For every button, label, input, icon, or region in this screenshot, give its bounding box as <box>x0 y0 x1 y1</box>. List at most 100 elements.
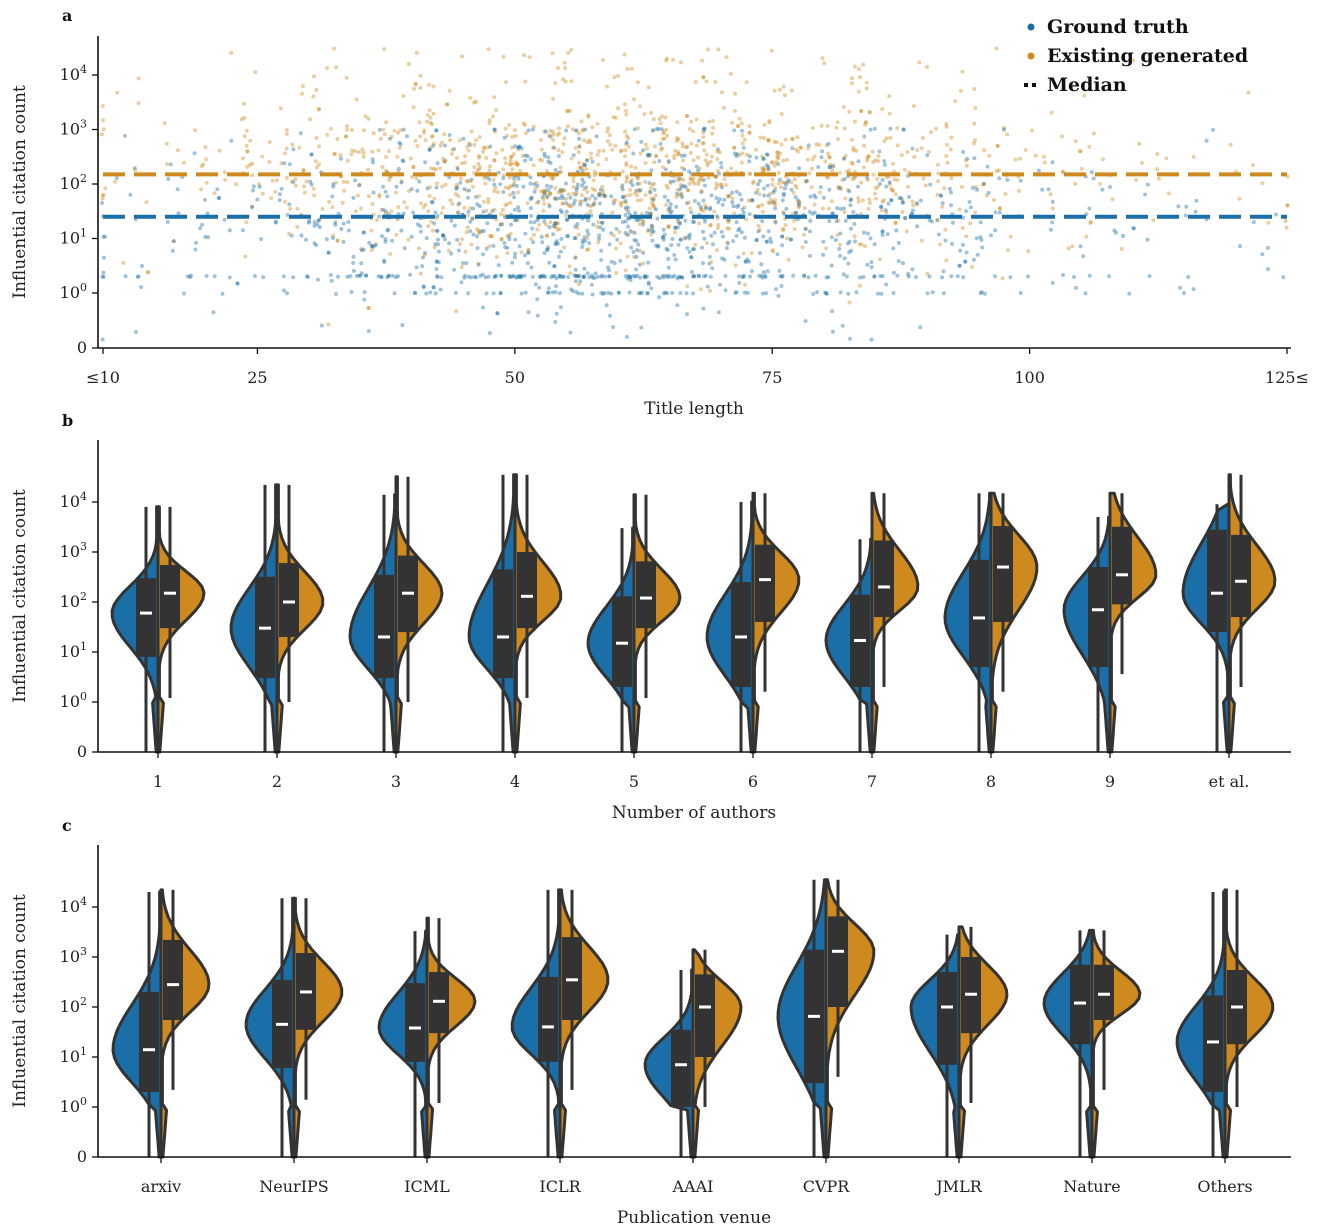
point-ground-truth <box>880 274 885 279</box>
point-ground-truth <box>736 203 741 208</box>
point-ground-truth <box>370 160 375 165</box>
point-ground-truth <box>979 290 984 295</box>
point-ground-truth <box>737 226 742 231</box>
point-existing-generated <box>245 164 250 169</box>
point-ground-truth <box>495 311 500 316</box>
point-existing-generated <box>688 150 693 155</box>
point-ground-truth <box>474 195 479 199</box>
point-ground-truth <box>362 297 367 302</box>
point-existing-generated <box>971 141 976 146</box>
point-ground-truth <box>546 290 551 295</box>
point-ground-truth <box>573 236 578 240</box>
point-ground-truth <box>432 221 437 226</box>
point-existing-generated <box>887 111 892 116</box>
point-existing-generated <box>646 85 651 90</box>
point-existing-generated <box>378 136 383 141</box>
point-existing-generated <box>417 120 422 125</box>
point-existing-generated <box>293 177 298 182</box>
point-ground-truth <box>379 275 384 280</box>
point-ground-truth <box>635 181 640 186</box>
point-ground-truth <box>698 205 703 210</box>
point-existing-generated <box>843 153 848 158</box>
point-ground-truth <box>367 240 372 245</box>
point-ground-truth <box>417 179 422 184</box>
point-existing-generated <box>382 47 387 52</box>
point-ground-truth <box>703 273 708 278</box>
point-ground-truth <box>235 281 240 286</box>
point-ground-truth <box>782 186 787 191</box>
point-existing-generated <box>395 154 400 159</box>
point-ground-truth <box>582 266 587 271</box>
point-existing-generated <box>557 126 561 131</box>
point-existing-generated <box>730 120 734 125</box>
point-existing-generated <box>688 176 693 181</box>
point-ground-truth <box>955 274 960 279</box>
point-ground-truth <box>717 171 722 176</box>
point-ground-truth <box>673 257 678 262</box>
point-ground-truth <box>359 248 364 253</box>
point-existing-generated <box>744 217 749 222</box>
point-ground-truth <box>513 144 518 149</box>
point-existing-generated <box>823 159 828 164</box>
point-existing-generated <box>742 282 747 287</box>
point-ground-truth <box>964 209 968 214</box>
point-ground-truth <box>731 204 736 209</box>
point-ground-truth <box>638 291 643 296</box>
point-existing-generated <box>798 145 803 150</box>
point-existing-generated <box>722 177 727 182</box>
point-existing-generated <box>807 171 812 176</box>
point-ground-truth <box>935 217 940 222</box>
point-existing-generated <box>144 200 149 205</box>
point-existing-generated <box>1285 203 1290 208</box>
point-ground-truth <box>573 128 578 133</box>
point-ground-truth <box>589 273 594 278</box>
point-existing-generated <box>320 206 325 211</box>
point-existing-generated <box>503 156 508 161</box>
point-existing-generated <box>680 165 684 170</box>
point-ground-truth <box>427 147 432 152</box>
point-ground-truth <box>382 258 386 263</box>
point-existing-generated <box>341 179 346 184</box>
point-existing-generated <box>676 178 680 183</box>
point-ground-truth <box>468 142 473 147</box>
point-existing-generated <box>1082 93 1087 98</box>
point-existing-generated <box>550 51 555 56</box>
panel-a-x-tick-label: 125≤ <box>1265 368 1309 387</box>
point-existing-generated <box>483 181 488 186</box>
point-existing-generated <box>675 187 680 192</box>
point-existing-generated <box>434 216 439 220</box>
point-existing-generated <box>596 192 601 197</box>
point-ground-truth <box>770 200 775 205</box>
box-ground-truth-3-box <box>493 569 513 679</box>
point-existing-generated <box>592 201 597 205</box>
point-ground-truth <box>590 292 595 297</box>
point-ground-truth <box>1100 187 1105 192</box>
point-ground-truth <box>546 159 551 164</box>
point-existing-generated <box>867 110 872 115</box>
point-ground-truth <box>868 127 873 132</box>
point-ground-truth <box>436 237 440 242</box>
point-existing-generated <box>595 152 600 157</box>
point-ground-truth <box>720 185 724 190</box>
point-existing-generated <box>715 157 720 162</box>
point-ground-truth <box>880 177 885 182</box>
point-ground-truth <box>785 180 790 185</box>
point-ground-truth <box>580 183 584 188</box>
point-ground-truth <box>235 281 240 286</box>
point-ground-truth <box>650 128 655 133</box>
point-ground-truth <box>737 274 741 279</box>
point-existing-generated <box>748 171 752 176</box>
point-ground-truth <box>632 127 637 132</box>
point-ground-truth <box>526 310 531 315</box>
point-existing-generated <box>414 176 419 181</box>
point-ground-truth <box>477 204 482 209</box>
point-ground-truth <box>838 207 843 211</box>
point-existing-generated <box>411 164 416 169</box>
point-ground-truth <box>537 285 542 290</box>
point-ground-truth <box>670 290 675 295</box>
point-ground-truth <box>606 291 611 295</box>
point-existing-generated <box>1018 156 1022 161</box>
point-ground-truth <box>625 276 630 281</box>
point-existing-generated <box>113 179 118 184</box>
point-ground-truth <box>702 236 707 241</box>
